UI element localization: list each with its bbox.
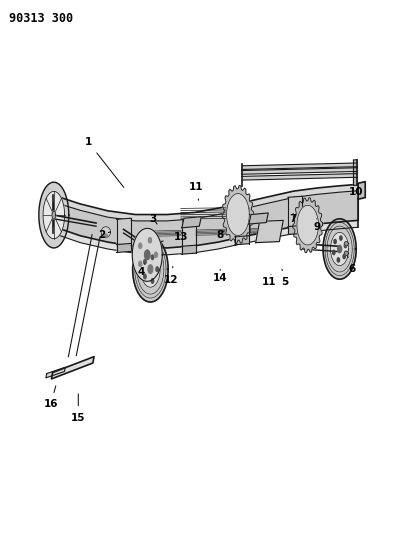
Text: 13: 13 (173, 232, 188, 243)
Polygon shape (101, 227, 111, 237)
Polygon shape (154, 252, 158, 257)
Polygon shape (52, 357, 94, 379)
Polygon shape (249, 213, 268, 224)
Polygon shape (337, 245, 341, 253)
Polygon shape (141, 251, 160, 287)
Polygon shape (235, 208, 249, 237)
Polygon shape (144, 274, 146, 279)
Text: 12: 12 (164, 266, 178, 285)
Polygon shape (344, 241, 348, 246)
Polygon shape (116, 218, 131, 245)
Polygon shape (353, 160, 357, 185)
Text: 16: 16 (43, 386, 58, 409)
Polygon shape (148, 265, 153, 273)
Polygon shape (337, 258, 339, 262)
Text: 2: 2 (98, 230, 110, 240)
Polygon shape (139, 261, 142, 266)
Text: 14: 14 (213, 269, 227, 283)
Text: 5: 5 (281, 269, 289, 287)
Polygon shape (181, 245, 196, 254)
Polygon shape (156, 267, 158, 271)
Polygon shape (288, 196, 302, 227)
Polygon shape (53, 184, 358, 221)
Polygon shape (133, 236, 168, 302)
Polygon shape (145, 250, 150, 260)
Polygon shape (151, 255, 154, 260)
Polygon shape (344, 244, 347, 248)
Text: 6: 6 (347, 256, 356, 274)
Polygon shape (242, 163, 357, 169)
Polygon shape (182, 216, 201, 228)
Text: 11: 11 (189, 182, 204, 200)
Text: 11: 11 (262, 274, 277, 287)
Polygon shape (151, 279, 154, 284)
Polygon shape (333, 251, 335, 255)
Polygon shape (323, 219, 356, 279)
Polygon shape (52, 211, 56, 219)
Polygon shape (242, 168, 357, 174)
Polygon shape (148, 267, 151, 272)
Polygon shape (39, 182, 69, 248)
Polygon shape (144, 260, 146, 264)
Polygon shape (344, 251, 348, 255)
Text: 15: 15 (71, 394, 85, 423)
Text: 4: 4 (138, 264, 145, 277)
Polygon shape (53, 220, 358, 255)
Polygon shape (331, 232, 349, 265)
Text: 3: 3 (150, 214, 157, 224)
Polygon shape (222, 185, 254, 244)
Polygon shape (227, 193, 249, 236)
Polygon shape (116, 244, 131, 253)
Text: 1: 1 (85, 137, 124, 188)
Polygon shape (297, 205, 318, 245)
Polygon shape (340, 236, 342, 240)
Polygon shape (43, 191, 65, 239)
Polygon shape (148, 238, 151, 243)
Polygon shape (53, 191, 358, 248)
Polygon shape (104, 234, 108, 237)
Polygon shape (181, 218, 196, 246)
Text: 9: 9 (313, 219, 320, 232)
Polygon shape (242, 174, 357, 180)
Text: 7: 7 (289, 214, 297, 224)
Polygon shape (288, 225, 302, 235)
Polygon shape (256, 220, 283, 243)
Polygon shape (132, 228, 162, 281)
Text: 10: 10 (349, 187, 363, 197)
Polygon shape (343, 254, 345, 259)
Polygon shape (358, 182, 365, 199)
Polygon shape (46, 367, 65, 378)
Polygon shape (293, 198, 323, 253)
Text: 8: 8 (216, 230, 224, 240)
Text: 90313 300: 90313 300 (9, 12, 73, 25)
Polygon shape (235, 236, 249, 245)
Polygon shape (334, 239, 336, 244)
Polygon shape (139, 243, 142, 248)
